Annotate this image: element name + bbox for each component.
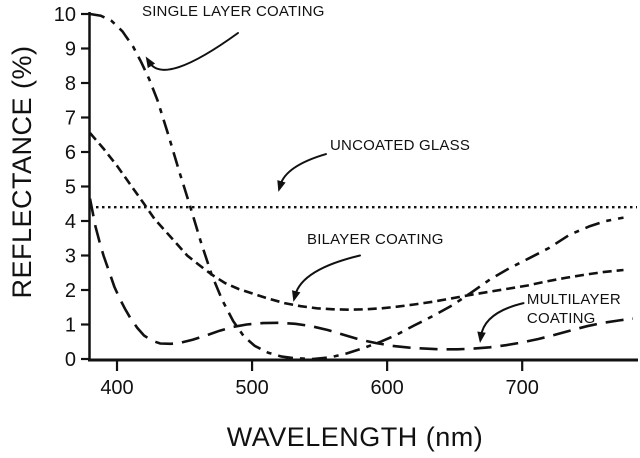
label-multilayer-coating: MULTILAYER <box>527 291 621 308</box>
y-tick-label-4: 4 <box>65 211 76 233</box>
y-tick-label-0: 0 <box>65 349 76 371</box>
arrowhead-uncoated-glass <box>277 180 286 192</box>
curve-multilayer-coating <box>88 198 634 351</box>
arrowhead-multilayer-coating <box>477 331 486 343</box>
curve-single-layer-coating <box>89 12 624 361</box>
axes <box>88 12 638 362</box>
y-tick-label-8: 8 <box>65 73 76 95</box>
y-tick-label-5: 5 <box>65 177 76 199</box>
curve-annotations: SINGLE LAYER COATING UNCOATED GLASS BILAYE… <box>142 3 621 343</box>
arrow-bilayer-coating <box>294 254 361 297</box>
y-tick-label-7: 7 <box>65 108 76 130</box>
label-multilayer-coating: COATING <box>527 310 596 327</box>
label-uncoated-glass: UNCOATED GLASS <box>330 137 470 154</box>
arrow-multilayer-coating <box>480 302 525 338</box>
y-tick-label-9: 9 <box>65 39 76 61</box>
y-axis-title: REFLECTANCE (%) <box>7 45 37 298</box>
y-tick-label-10: 10 <box>54 4 76 26</box>
label-bilayer-coating: BILAYER COATING <box>307 231 444 248</box>
arrow-uncoated-glass <box>279 153 327 187</box>
axis-ticks: 400 500 600 700 0 1 2 3 4 5 6 7 8 9 10 <box>54 4 539 399</box>
y-tick-label-3: 3 <box>65 246 76 268</box>
curve-bilayer-coating <box>89 132 624 312</box>
x-tick-label-400: 400 <box>100 377 133 399</box>
data-curves <box>88 12 637 361</box>
y-tick-label-2: 2 <box>65 280 76 302</box>
arrowhead-single-layer-coating <box>145 56 156 69</box>
x-axis-title: WAVELENGTH (nm) <box>227 422 484 452</box>
x-tick-label-600: 600 <box>370 377 403 399</box>
arrow-single-layer-coating <box>148 32 239 71</box>
x-tick-label-700: 700 <box>506 377 539 399</box>
y-tick-label-6: 6 <box>65 142 76 164</box>
label-single-layer-coating: SINGLE LAYER COATING <box>142 3 325 20</box>
arrowhead-bilayer-coating <box>292 290 301 302</box>
x-tick-label-500: 500 <box>235 377 268 399</box>
y-tick-label-1: 1 <box>65 315 76 337</box>
